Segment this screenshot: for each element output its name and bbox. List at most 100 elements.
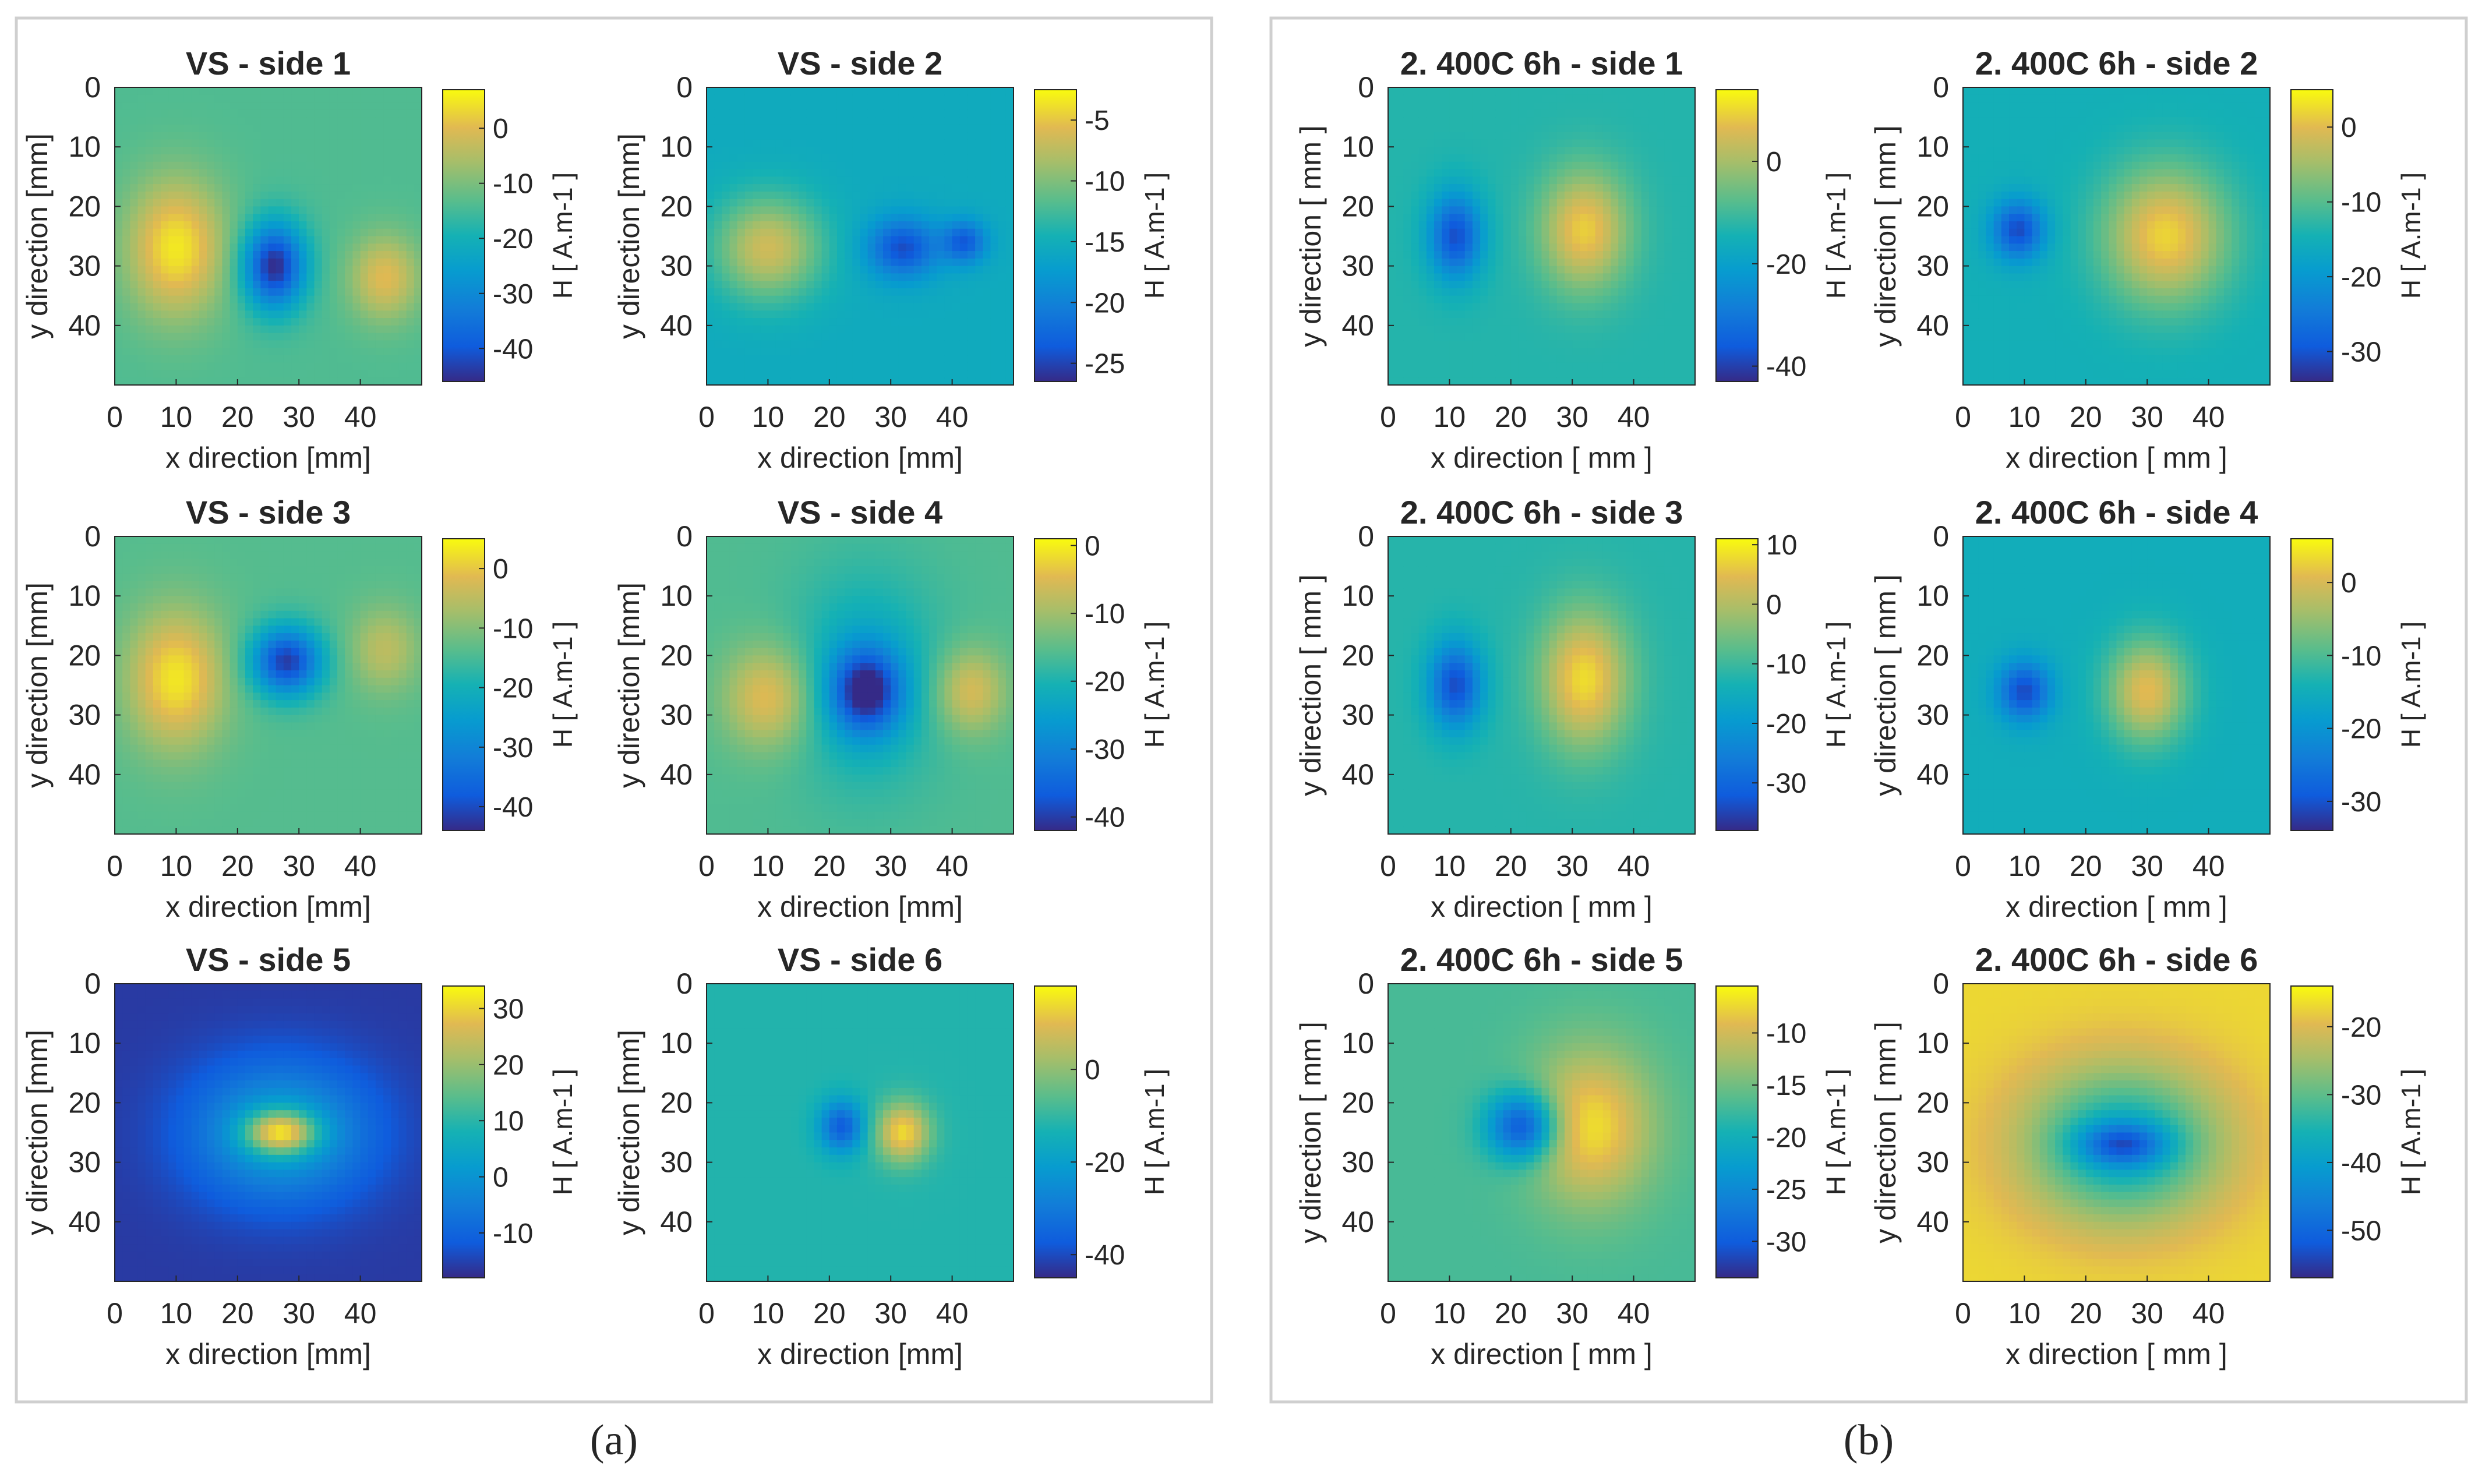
heatmap-cell xyxy=(153,340,161,348)
heatmap-cell xyxy=(330,251,338,259)
heatmap-cell xyxy=(707,363,715,371)
heatmap-cell xyxy=(407,730,415,738)
heatmap-cell xyxy=(168,678,176,686)
heatmap-cell xyxy=(176,377,184,386)
heatmap-cell xyxy=(868,251,876,259)
heatmap-cell xyxy=(322,273,330,281)
heatmap-cell xyxy=(922,117,930,125)
heatmap-cell xyxy=(891,206,899,214)
heatmap-cell xyxy=(898,333,906,341)
heatmap-cell xyxy=(122,340,130,348)
heatmap-cell xyxy=(345,288,353,296)
heatmap-cell xyxy=(1006,333,1014,341)
heatmap-cell xyxy=(276,819,284,827)
heatmap-cell xyxy=(352,303,361,311)
heatmap-cell xyxy=(192,303,200,311)
heatmap-cell xyxy=(814,340,822,348)
heatmap-cell xyxy=(192,737,200,745)
heatmap-cell xyxy=(276,95,284,103)
heatmap-cell xyxy=(376,117,384,125)
heatmap-cell xyxy=(898,147,906,155)
heatmap-cell xyxy=(368,281,376,289)
heatmap-cell xyxy=(868,192,876,200)
heatmap-cell xyxy=(222,95,230,103)
heatmap-cell xyxy=(222,318,230,326)
heatmap-cell xyxy=(115,700,123,708)
heatmap-cell xyxy=(768,184,776,192)
heatmap-cell xyxy=(168,355,176,363)
heatmap-cell xyxy=(322,259,330,267)
heatmap-cell xyxy=(245,281,253,289)
heatmap-cell xyxy=(376,633,384,641)
heatmap-cell xyxy=(407,251,415,259)
heatmap-cell xyxy=(898,221,906,229)
heatmap-cell xyxy=(998,318,1007,326)
heatmap-cell xyxy=(368,655,376,663)
heatmap-cell xyxy=(130,812,138,820)
heatmap-cell xyxy=(753,154,761,162)
heatmap-cell xyxy=(990,206,998,214)
heatmap-cell xyxy=(783,192,792,200)
heatmap-cell xyxy=(391,566,399,574)
heatmap-cell xyxy=(146,288,154,296)
heatmap-cell xyxy=(376,812,384,820)
heatmap-cell xyxy=(799,363,807,371)
heatmap-cell xyxy=(383,288,391,296)
heatmap-cell xyxy=(168,692,176,701)
heatmap-cell xyxy=(883,192,891,200)
heatmap-cell xyxy=(130,670,138,679)
heatmap-cell xyxy=(337,812,345,820)
heatmap-cell xyxy=(376,544,384,552)
heatmap-cell xyxy=(829,243,838,252)
y-tick-label: 0 xyxy=(84,520,101,553)
heatmap-cell xyxy=(222,737,230,745)
heatmap-cell xyxy=(291,184,299,192)
heatmap-cell xyxy=(115,103,123,111)
heatmap-cell xyxy=(837,229,845,237)
heatmap-cell xyxy=(837,199,845,207)
heatmap-cell xyxy=(345,775,353,783)
heatmap-cell xyxy=(276,596,284,604)
heatmap-cell xyxy=(983,288,991,296)
heatmap-cell xyxy=(153,715,161,723)
heatmap-cell xyxy=(722,221,730,229)
heatmap-cell xyxy=(868,147,876,155)
heatmap-cell xyxy=(914,206,922,214)
heatmap-cell xyxy=(269,251,277,259)
heatmap-cell xyxy=(722,236,730,245)
heatmap-cell xyxy=(368,611,376,619)
heatmap-cell xyxy=(929,273,937,281)
heatmap-cell xyxy=(361,340,369,348)
heatmap-cell xyxy=(414,648,422,656)
heatmap-cell xyxy=(176,611,184,619)
heatmap-cell xyxy=(776,214,784,222)
heatmap-cell xyxy=(315,214,323,222)
heatmap-cell xyxy=(214,169,223,178)
heatmap-cell xyxy=(391,326,399,334)
heatmap-cell xyxy=(722,281,730,289)
heatmap-cell xyxy=(192,281,200,289)
heatmap-cell xyxy=(130,132,138,140)
heatmap-cell xyxy=(376,147,384,155)
heatmap-cell xyxy=(868,117,876,125)
heatmap-cell xyxy=(383,206,391,214)
heatmap-cell xyxy=(207,596,215,604)
heatmap-cell xyxy=(368,266,376,274)
heatmap-cell xyxy=(130,340,138,348)
heatmap-cell xyxy=(260,552,269,560)
heatmap-cell xyxy=(361,678,369,686)
heatmap-cell xyxy=(207,812,215,820)
heatmap-cell xyxy=(207,552,215,560)
heatmap-cell xyxy=(898,199,906,207)
heatmap-cell xyxy=(791,377,799,386)
heatmap-cell xyxy=(299,782,307,790)
heatmap-cell xyxy=(214,243,223,252)
heatmap-cell xyxy=(783,370,792,378)
heatmap-cell xyxy=(868,348,876,356)
heatmap-cell xyxy=(799,117,807,125)
heatmap-cell xyxy=(707,192,715,200)
heatmap-cell xyxy=(284,214,292,222)
heatmap-cell xyxy=(214,730,223,738)
heatmap-cell xyxy=(791,310,799,319)
heatmap-cell xyxy=(714,176,722,185)
